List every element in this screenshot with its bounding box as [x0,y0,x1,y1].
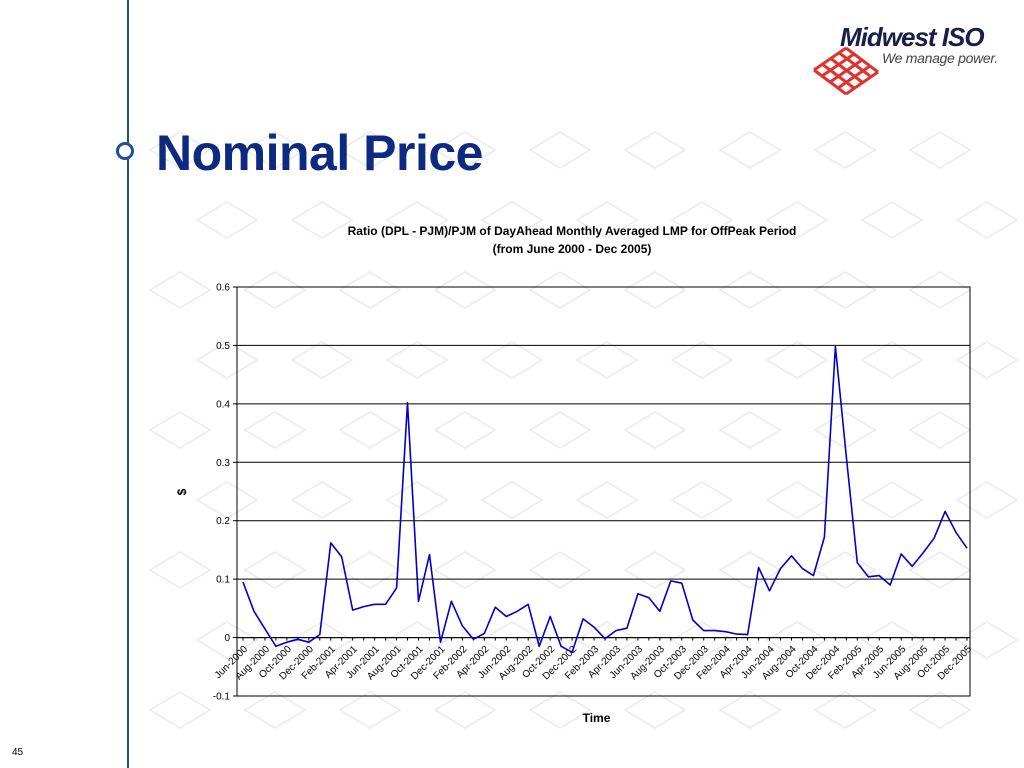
chart-title-block: Ratio (DPL - PJM)/PJM of DayAhead Monthl… [300,222,844,258]
plot-area [236,286,971,697]
slide-title: Nominal Price [156,125,483,181]
y-tick-label: 0.5 [216,341,230,352]
y-tick-label: 0.4 [216,399,230,410]
y-tick-label: 0.1 [216,575,230,586]
y-tick-label: 0.2 [216,516,230,527]
logo-tagline: We manage power. [882,50,998,66]
y-tick-label: 0 [224,633,230,644]
left-accent-rule [127,0,129,768]
y-tick-label: -0.1 [213,692,231,703]
logo-grid-mark [813,46,879,96]
y-tick-label: 0.3 [216,458,230,469]
y-tick-label: 0.6 [216,283,230,294]
background-diamonds [148,131,1019,729]
logo-wordmark: Midwest ISO [840,22,985,52]
chart-subtitle: (from June 2000 - Dec 2005) [492,242,652,256]
y-axis-title: $ [175,488,189,495]
company-logo: Midwest ISO We manage power. [810,20,1010,100]
page-number: 45 [12,747,24,758]
series-line [242,345,968,654]
x-axis-title: Time [583,711,611,725]
chart-title: Ratio (DPL - PJM)/PJM of DayAhead Monthl… [347,224,797,238]
title-bullet [116,142,134,160]
